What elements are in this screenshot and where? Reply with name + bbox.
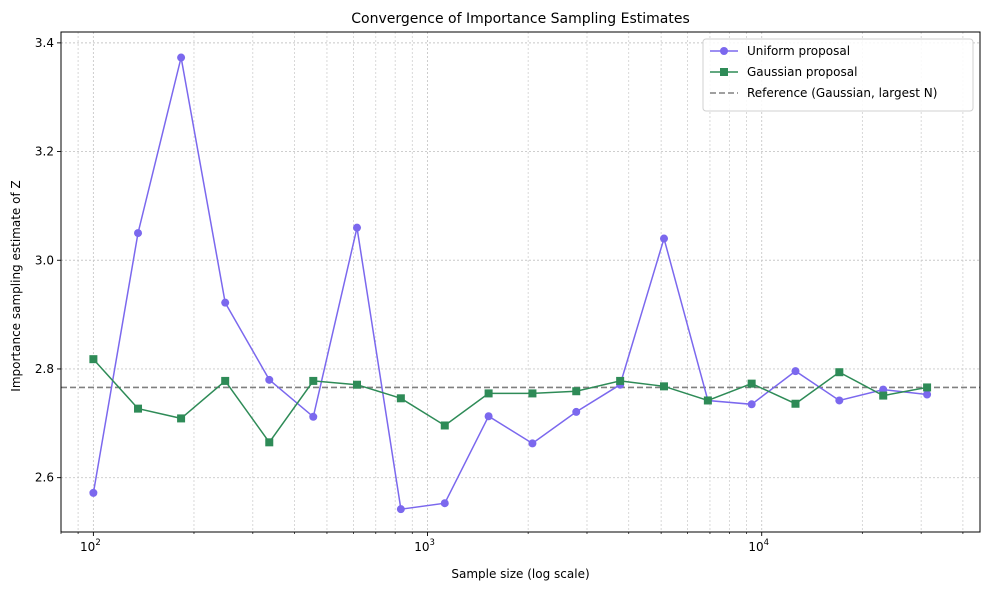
- data-point: [440, 499, 449, 508]
- data-point: [134, 404, 143, 413]
- data-point: [484, 389, 493, 398]
- data-point: [440, 421, 449, 430]
- data-point: [134, 229, 143, 238]
- data-point: [353, 223, 362, 232]
- y-tick-label: 3.2: [35, 145, 54, 159]
- series-line: [92, 57, 928, 511]
- legend-marker: [720, 68, 728, 76]
- data-point: [923, 390, 932, 399]
- x-tick-label: 103: [414, 538, 435, 554]
- data-point: [89, 488, 98, 497]
- data-point: [309, 412, 318, 421]
- legend-marker: [720, 47, 728, 55]
- data-point: [747, 400, 756, 409]
- x-tick-label: 102: [80, 538, 101, 554]
- legend-label: Gaussian proposal: [747, 65, 857, 79]
- data-point: [265, 375, 274, 384]
- plot-area-frame: [60, 31, 981, 533]
- data-point: [572, 387, 581, 396]
- data-point: [572, 407, 581, 416]
- series-line: [92, 358, 928, 444]
- data-point: [923, 383, 932, 392]
- series-gaussian-proposal: [89, 355, 932, 447]
- data-point: [353, 380, 362, 389]
- x-axis-title: Sample size (log scale): [451, 567, 589, 581]
- series-group: [89, 53, 932, 514]
- x-tick-label: 104: [748, 538, 769, 554]
- data-point: [221, 298, 230, 307]
- data-point: [616, 376, 625, 385]
- data-point: [528, 439, 537, 448]
- data-point: [659, 382, 668, 391]
- chart-title: Convergence of Importance Sampling Estim…: [351, 11, 690, 27]
- axis-ticks: 2.6 2.8 3.0 3.2 3.4 102 103 104: [35, 36, 964, 554]
- legend-label: Reference (Gaussian, largest N): [747, 86, 937, 100]
- data-point: [835, 396, 844, 405]
- y-tick-label: 2.6: [35, 471, 54, 485]
- y-tick-label: 3.0: [35, 253, 54, 267]
- grid: [60, 32, 980, 532]
- data-point: [484, 412, 493, 421]
- y-tick-label: 3.4: [35, 36, 54, 50]
- data-point: [265, 438, 274, 447]
- data-point: [747, 379, 756, 388]
- data-point: [879, 391, 888, 400]
- data-point: [89, 355, 98, 364]
- legend-label: Uniform proposal: [747, 44, 850, 58]
- legend-box: [702, 38, 974, 112]
- data-point: [703, 396, 712, 405]
- data-point: [835, 368, 844, 377]
- data-point: [528, 389, 537, 398]
- data-point: [309, 376, 318, 385]
- data-point: [659, 234, 668, 243]
- data-point: [396, 394, 405, 403]
- data-point: [177, 414, 186, 423]
- legend: Uniform proposal Gaussian proposal Referen…: [702, 38, 974, 112]
- data-point: [396, 505, 405, 514]
- data-point: [791, 399, 800, 408]
- data-point: [221, 376, 230, 385]
- data-point: [791, 367, 800, 376]
- data-point: [177, 53, 186, 62]
- y-axis-title: Importance sampling estimate of Z: [9, 180, 23, 391]
- y-tick-label: 2.8: [35, 362, 54, 376]
